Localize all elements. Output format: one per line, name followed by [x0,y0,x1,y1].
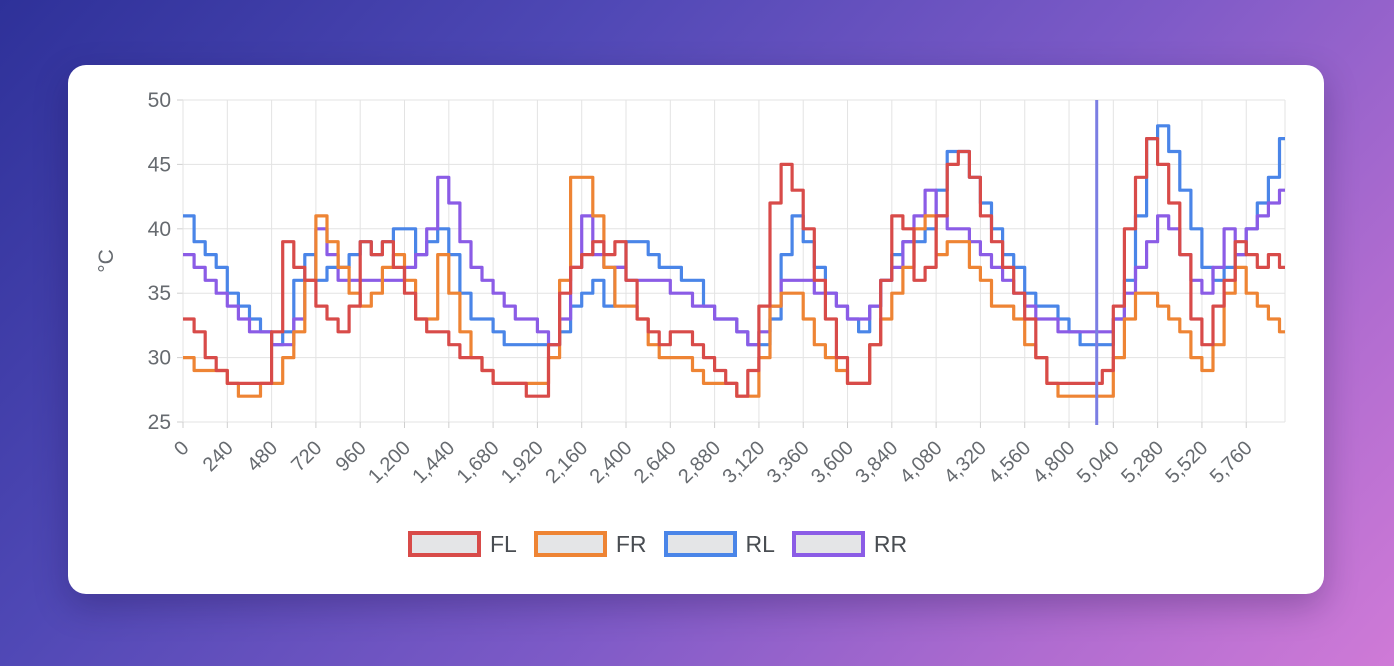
series-line-fr [183,175,1285,398]
x-tick-label: 480 [243,437,282,476]
y-tick-label: 50 [148,89,171,112]
y-tick-label: 45 [148,153,171,176]
x-tick-label: 5,280 [1117,437,1168,488]
y-axis-unit-label: °C [95,249,118,273]
legend-item-fl[interactable]: FL [408,531,517,558]
legend-swatch-rl [663,531,737,557]
x-tick-label: 1,440 [408,437,459,488]
y-tick-label: 25 [148,411,171,434]
chart-legend: FL FR RL RR [408,529,907,559]
y-tick-label: 30 [148,347,171,370]
x-tick-label: 1,200 [364,437,415,488]
legend-label-rr: RR [873,530,908,557]
x-tick-label: 3,600 [807,437,858,488]
x-tick-label: 2,160 [541,437,592,488]
x-tick-label: 4,080 [896,437,947,488]
x-tick-label: 240 [199,437,238,476]
legend-label-rl: RL [745,530,775,557]
x-tick-label: 2,880 [674,437,725,488]
legend-swatch-rr [791,531,865,557]
y-tick-label: 40 [148,218,171,241]
chart-card: 25 30 35 40 45 50 0 240 480 720 960 1,200 1,440 1,680… [68,65,1324,594]
x-tick-label: 3,120 [718,437,769,488]
x-tick-label: 720 [287,437,326,476]
legend-swatch-fl [408,531,481,557]
x-tick-label: 4,800 [1029,437,1080,488]
series-line-fl [183,137,1285,398]
x-tick-label: 5,760 [1206,437,1257,488]
x-tick-label: 4,560 [984,437,1035,488]
legend-label-fl: FL [490,530,517,557]
legend-item-fr[interactable]: FR [533,530,647,558]
x-tick-label: 1,920 [497,437,548,488]
y-tick-label: 35 [148,282,171,305]
legend-item-rr[interactable]: RR [791,530,908,558]
x-tick-label: 0 [170,437,193,460]
legend-item-rl[interactable]: RL [663,530,775,558]
legend-label-fr: FR [615,530,647,557]
x-tick-label: 3,360 [763,437,814,488]
x-tick-label: 5,040 [1073,437,1124,488]
x-tick-label: 3,840 [851,437,902,488]
x-tick-label: 5,520 [1162,437,1213,488]
x-tick-label: 4,320 [940,437,991,488]
legend-swatch-fr [533,531,607,557]
x-tick-label: 2,640 [630,437,681,488]
x-tick-label: 2,400 [586,437,637,488]
x-tick-label: 1,680 [453,437,504,488]
